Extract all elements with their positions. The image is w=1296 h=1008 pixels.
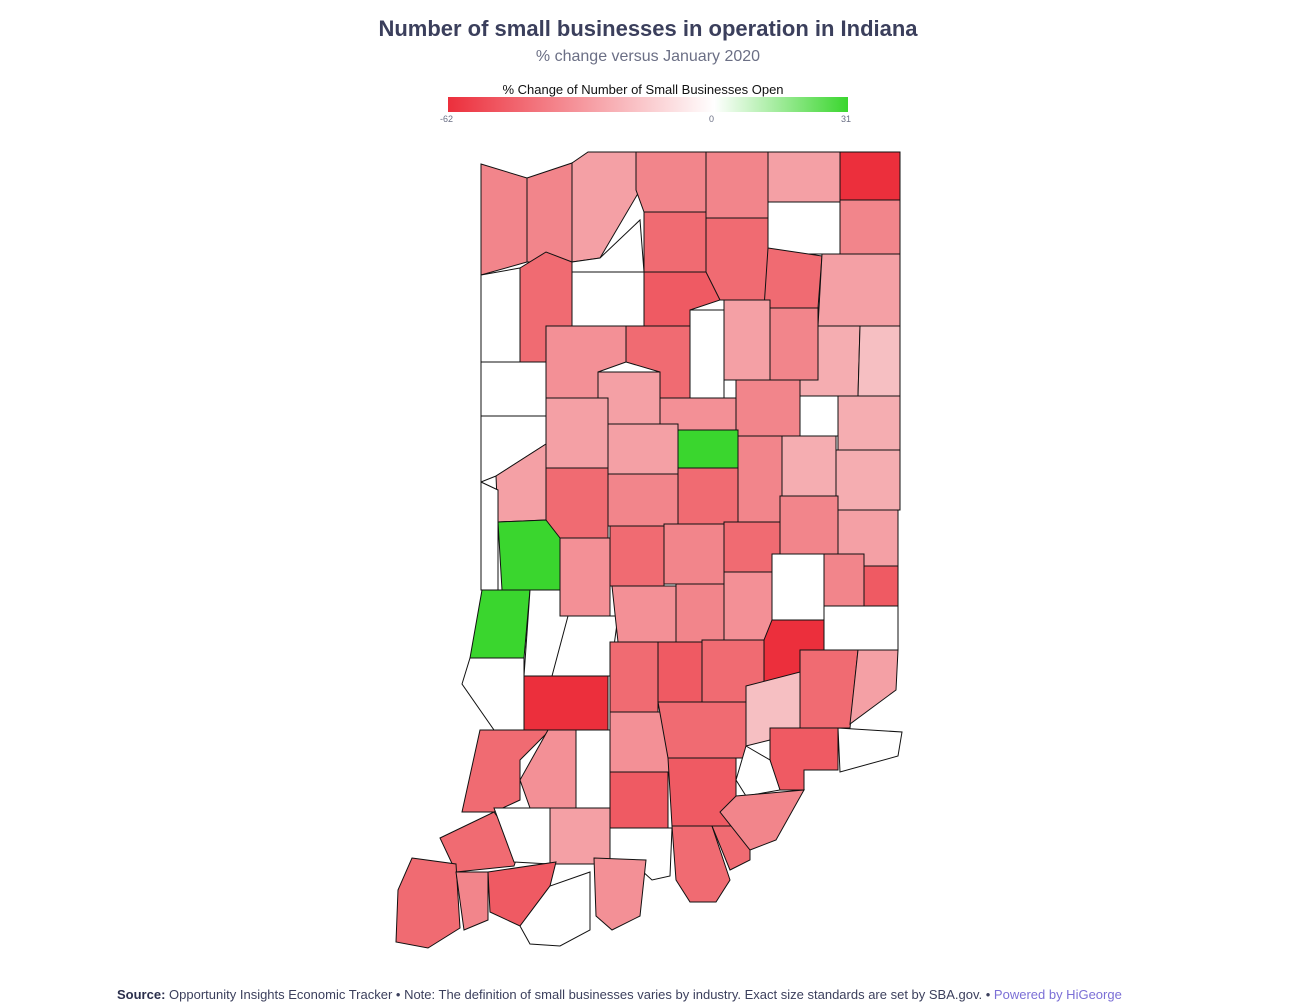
county-region[interactable]	[799, 395, 839, 437]
county-region[interactable]	[480, 267, 521, 363]
county-region[interactable]	[663, 523, 725, 585]
county-region[interactable]	[571, 271, 645, 327]
county-region[interactable]	[519, 871, 591, 947]
brand-link[interactable]: Powered by HiGeorge	[993, 987, 1122, 1002]
county-region[interactable]	[575, 729, 611, 809]
legend-min-label: -62	[440, 114, 454, 124]
county-region[interactable]	[769, 727, 839, 791]
county-region[interactable]	[395, 857, 461, 949]
county-region[interactable]	[675, 583, 725, 643]
county-region[interactable]	[523, 675, 609, 731]
county-region[interactable]	[705, 217, 769, 301]
county-region[interactable]	[839, 199, 901, 255]
county-region[interactable]	[735, 745, 781, 797]
county-region[interactable]	[635, 151, 707, 213]
county-region[interactable]	[677, 429, 739, 469]
county-region[interactable]	[735, 379, 801, 437]
county-region[interactable]	[705, 151, 769, 219]
chart-title: Number of small businesses in operation …	[378, 16, 918, 41]
county-region[interactable]	[480, 481, 499, 591]
county-region[interactable]	[611, 585, 677, 643]
county-region[interactable]	[837, 395, 901, 451]
county-region[interactable]	[857, 325, 901, 397]
county-region[interactable]	[549, 807, 611, 865]
county-region[interactable]	[719, 789, 805, 851]
legend-max-label: 31	[841, 114, 852, 124]
county-region[interactable]	[677, 467, 739, 525]
county-region[interactable]	[480, 163, 528, 276]
county-region[interactable]	[767, 151, 841, 203]
county-region[interactable]	[863, 565, 899, 607]
county-region[interactable]	[643, 211, 707, 273]
county-region[interactable]	[545, 467, 609, 539]
county-region[interactable]	[781, 435, 837, 497]
county-region[interactable]	[657, 641, 703, 703]
county-region[interactable]	[609, 641, 659, 713]
county-region[interactable]	[545, 397, 609, 469]
footer-text: Opportunity Insights Economic Tracker • …	[169, 987, 991, 1002]
footer: Source: Opportunity Insights Economic Tr…	[117, 987, 1122, 1002]
legend-title: % Change of Number of Small Businesses O…	[502, 82, 784, 97]
county-region[interactable]	[689, 309, 725, 399]
county-region[interactable]	[607, 473, 679, 527]
county-region[interactable]	[771, 553, 825, 621]
county-region[interactable]	[593, 857, 647, 931]
chart-subtitle: % change versus January 2020	[535, 48, 761, 65]
county-region[interactable]	[526, 162, 573, 263]
legend-mid-label: 0	[709, 114, 715, 124]
county-region[interactable]	[723, 299, 771, 381]
county-region[interactable]	[817, 253, 901, 327]
county-region[interactable]	[737, 435, 783, 523]
county-region[interactable]	[497, 519, 561, 591]
county-region[interactable]	[609, 525, 665, 587]
county-region[interactable]	[839, 151, 901, 201]
county-region[interactable]	[779, 495, 839, 555]
county-region[interactable]	[461, 657, 525, 731]
county-region[interactable]	[837, 727, 903, 773]
county-region[interactable]	[559, 537, 611, 617]
county-region[interactable]	[849, 649, 899, 726]
color-scale-bar	[448, 97, 848, 112]
county-region[interactable]	[767, 201, 841, 255]
county-region[interactable]	[769, 307, 819, 381]
source-label: Source:	[117, 987, 166, 1002]
county-region[interactable]	[799, 649, 859, 729]
county-region[interactable]	[823, 553, 865, 607]
county-region[interactable]	[823, 605, 899, 651]
county-region[interactable]	[763, 247, 823, 309]
county-region[interactable]	[469, 589, 531, 659]
county-region[interactable]	[835, 449, 901, 511]
county-region[interactable]	[723, 571, 773, 641]
county-region[interactable]	[480, 361, 547, 417]
county-region[interactable]	[657, 701, 747, 759]
county-region[interactable]	[609, 771, 669, 829]
county-region[interactable]	[607, 423, 679, 475]
county-region[interactable]	[455, 871, 489, 931]
